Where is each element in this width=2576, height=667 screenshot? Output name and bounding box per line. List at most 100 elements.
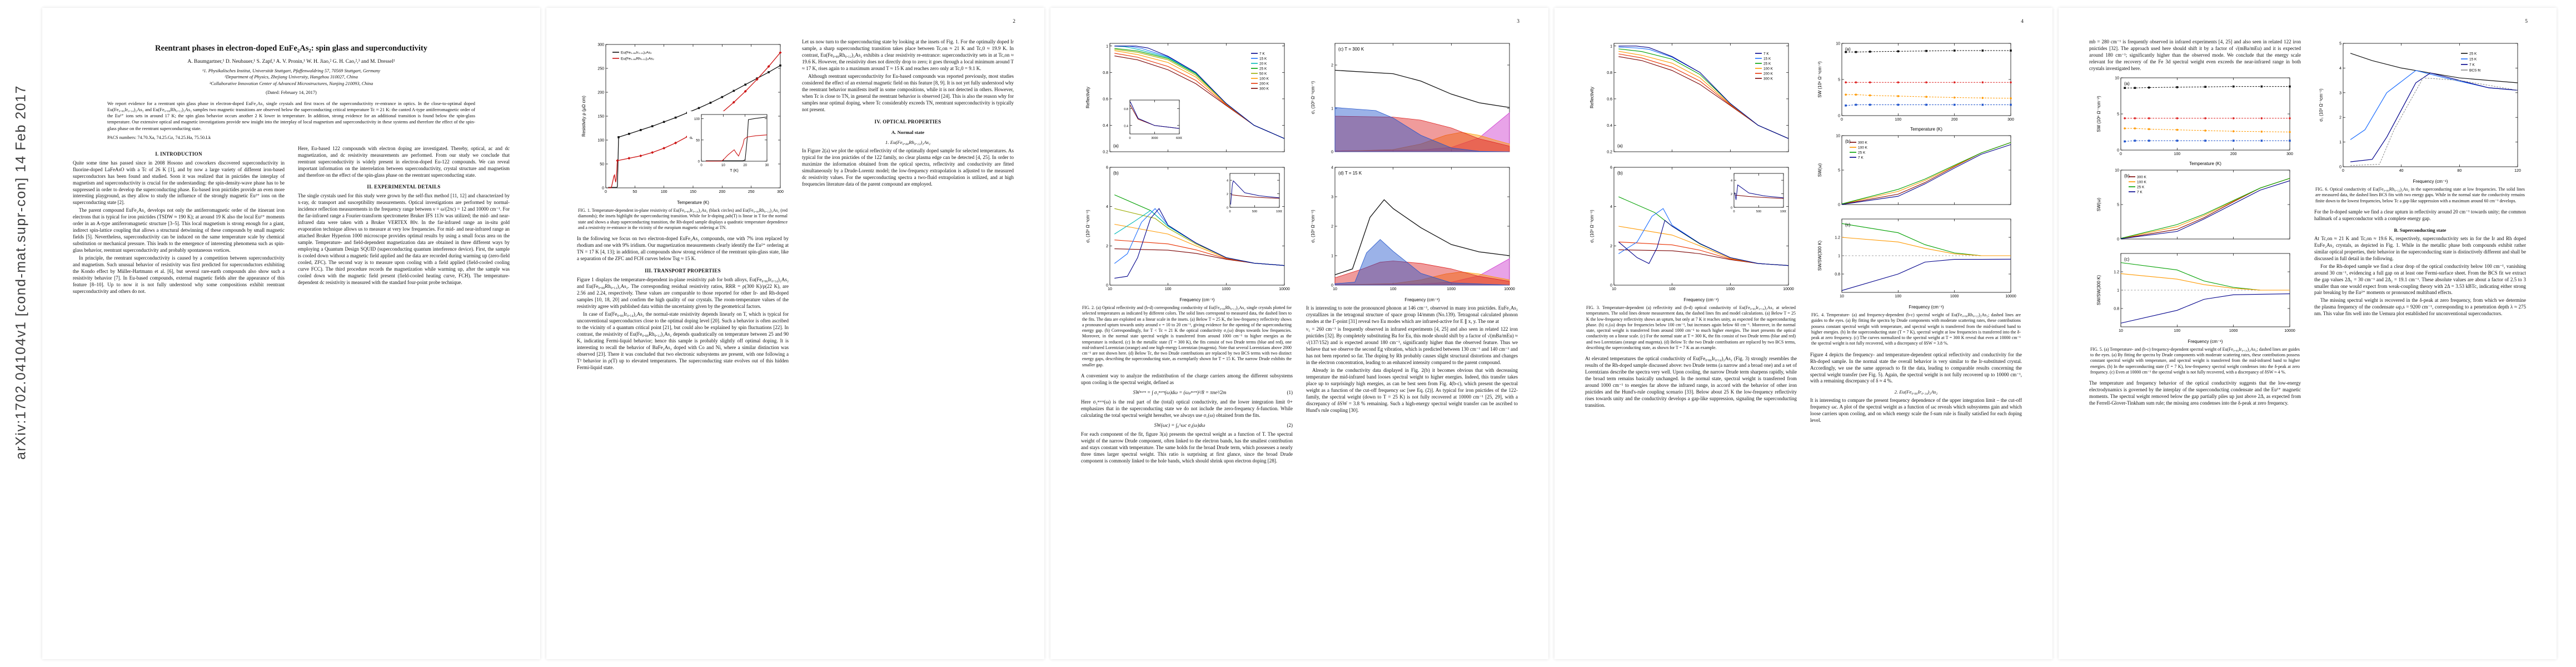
svg-text:100: 100 <box>1895 295 1901 298</box>
svg-text:200 K: 200 K <box>1259 82 1269 86</box>
svg-text:10: 10 <box>2119 329 2123 333</box>
svg-text:10: 10 <box>1108 287 1112 291</box>
svg-text:20: 20 <box>743 164 747 167</box>
equation-2: SW(ωc) = ∫₀^ωc σ₁(ω)dω (2) <box>1081 422 1293 428</box>
svg-text:(a): (a) <box>1617 143 1623 148</box>
svg-text:25 K: 25 K <box>1259 67 1267 71</box>
svg-text:25 K: 25 K <box>1763 62 1771 66</box>
svg-text:(a): (a) <box>2124 81 2130 86</box>
svg-text:0: 0 <box>697 161 700 164</box>
svg-text:0: 0 <box>2342 169 2344 173</box>
svg-text:(a): (a) <box>1845 47 1851 52</box>
svg-text:ρ: ρ <box>689 137 693 139</box>
svg-text:100: 100 <box>694 118 700 121</box>
svg-text:200 K: 200 K <box>1763 72 1773 76</box>
svg-text:0.4: 0.4 <box>1103 124 1108 128</box>
svg-text:5: 5 <box>2117 203 2119 207</box>
svg-text:Frequency (cm⁻¹): Frequency (cm⁻¹) <box>1179 297 1214 302</box>
svg-text:7 K: 7 K <box>1763 52 1769 56</box>
svg-text:300: 300 <box>777 190 784 194</box>
fig2c-drude-lorentz-chart: 0 1 2 σ₁ (10³ Ω⁻¹cm⁻¹) (c) T = 300 K <box>1311 43 1509 155</box>
subsection-heading-normal-state: A. Normal state <box>891 129 925 135</box>
svg-text:1: 1 <box>2339 141 2341 145</box>
svg-text:SW(ω): SW(ω) <box>2096 197 2101 211</box>
fig2d-panel: 10 100 1000 10000 0 1 2 3 4 Frequency (cm⁻¹) σ₁ (1… <box>1309 164 1515 303</box>
svg-text:(d) T = 15 K: (d) T = 15 K <box>1338 171 1362 176</box>
svg-text:300 K: 300 K <box>1763 77 1773 81</box>
svg-text:300: 300 <box>2286 152 2293 156</box>
svg-text:0: 0 <box>2117 237 2119 241</box>
figure-6: 0 40 80 120 0 1 2 3 4 5 Frequency (cm⁻¹) σ₁ (10³ Ω⁻… <box>2314 39 2526 204</box>
svg-text:(b): (b) <box>2124 173 2130 178</box>
svg-text:Frequency (cm⁻¹): Frequency (cm⁻¹) <box>2413 179 2448 184</box>
paragraph: For each component of the fit, figure 3(… <box>1081 431 1293 464</box>
svg-text:2: 2 <box>1730 193 1732 196</box>
svg-text:80: 80 <box>2457 169 2462 173</box>
page5-col1: mb = 280 cm⁻¹ is frequently observed in … <box>2089 39 2301 408</box>
svg-text:100 K: 100 K <box>1858 146 1868 150</box>
svg-text:50: 50 <box>632 190 637 194</box>
svg-text:σ₁ (10³ Ω⁻¹cm⁻¹): σ₁ (10³ Ω⁻¹cm⁻¹) <box>1590 210 1595 243</box>
svg-text:100: 100 <box>1164 287 1171 291</box>
svg-text:1000: 1000 <box>1275 210 1282 213</box>
paragraph: Here, Eu-based 122 compounds with electr… <box>298 145 510 178</box>
svg-text:0.8: 0.8 <box>2114 307 2119 311</box>
fig3a-reflectivity-chart: 0.2 0.4 0.6 0.8 1 Reflectivity (a) 7 K15 K25 K1… <box>1590 43 1788 155</box>
fig4-caption: FIG. 4. Temperature- (a) and frequency-d… <box>1811 312 2021 346</box>
svg-text:7 K: 7 K <box>2469 63 2475 67</box>
fig5c-normalized-sw-chart: 10 100 1000 10000 0.8 1 1.2 Frequency (cm⁻¹) SW/… <box>2096 253 2295 344</box>
svg-text:50: 50 <box>696 139 700 142</box>
fig2d-bcs-fit-chart: 10 100 1000 10000 0 1 2 3 4 Frequency (cm⁻¹) σ₁ (1… <box>1311 166 1515 303</box>
svg-text:100: 100 <box>597 139 604 143</box>
fig2-caption: FIG. 2. (a) Optical reflectivity and (b-… <box>1082 305 1292 367</box>
svg-text:0: 0 <box>1733 210 1735 213</box>
svg-text:1000: 1000 <box>1447 287 1456 291</box>
fig2b-panel: 10 100 1000 10000 0 2 4 6 Frequency (cm⁻¹) σ₁ (10… <box>1084 164 1290 303</box>
svg-text:0: 0 <box>1610 284 1612 288</box>
svg-text:0.2: 0.2 <box>1103 151 1108 155</box>
svg-text:0: 0 <box>1129 137 1130 140</box>
svg-text:0.4: 0.4 <box>1124 125 1128 128</box>
svg-text:300 K: 300 K <box>1259 87 1269 91</box>
svg-text:(c): (c) <box>1845 222 1851 227</box>
svg-text:0: 0 <box>1331 284 1333 288</box>
svg-text:100: 100 <box>1389 287 1396 291</box>
paragraph: Figure 4 depicts the frequency- and temp… <box>1810 351 2022 384</box>
fig2c-panel: 0 1 2 σ₁ (10³ Ω⁻¹cm⁻¹) (c) T = 300 K <box>1309 39 1515 164</box>
equation-2-body: SW(ωc) = ∫₀^ωc σ₁(ω)dω <box>1154 422 1205 428</box>
svg-text:0: 0 <box>2120 152 2122 156</box>
svg-text:2: 2 <box>1610 245 1612 248</box>
paragraph: The parent compound EuFe₂As₂ develops no… <box>73 207 285 253</box>
svg-text:0: 0 <box>2117 148 2119 152</box>
paragraph: For the Rh-doped sample we find a clear … <box>2314 263 2526 296</box>
svg-text:1.2: 1.2 <box>1835 236 1840 240</box>
svg-text:10000: 10000 <box>2005 295 2016 298</box>
page1-col1: I. INTRODUCTION Quite some time has pass… <box>73 146 285 296</box>
svg-text:1.2: 1.2 <box>2114 270 2119 274</box>
fig5a-panel: 0 100 200 300 0 5 10 Temperature (K) SW (10⁶ Ω⁻¹… <box>2095 73 2295 167</box>
affiliation-2: ²Department of Physics, Zhejiang Univers… <box>225 74 358 80</box>
page-number: 2 <box>1013 19 1015 24</box>
svg-text:1: 1 <box>1331 107 1333 111</box>
page2-col2: Let us now turn to the superconducting s… <box>802 39 1014 372</box>
paragraph: In Figure 2(a) we plot the optical refle… <box>802 147 1014 187</box>
svg-text:100: 100 <box>660 190 667 194</box>
svg-text:0: 0 <box>1106 284 1108 288</box>
svg-text:4: 4 <box>1730 180 1732 183</box>
paragraph: Although reentrant superconductivity for… <box>802 73 1014 112</box>
equation-1-body: SWⁿᵒʳᵐ = ∫ σ₁ⁿᵒʳᵐ(ω)dω = (ωₚⁿᵒʳᵐ)²/8 = π… <box>1133 389 1227 395</box>
page-5: 5 mb = 280 cm⁻¹ is frequently observed i… <box>2059 8 2557 659</box>
affiliation-3: ³Collaborative Innovation Center of Adva… <box>209 81 373 86</box>
svg-text:4: 4 <box>1226 180 1228 183</box>
section-heading-optical: IV. OPTICAL PROPERTIES <box>874 118 941 125</box>
page-number: 4 <box>2021 19 2024 24</box>
svg-text:1000: 1000 <box>1222 287 1230 291</box>
svg-text:(b): (b) <box>1617 171 1623 176</box>
svg-text:10000: 10000 <box>2284 329 2295 333</box>
svg-text:0: 0 <box>605 190 607 194</box>
